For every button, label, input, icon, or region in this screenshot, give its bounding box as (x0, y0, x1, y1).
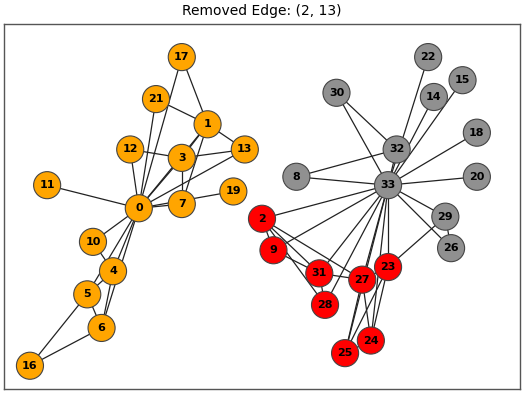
Point (229, 188, 237, 195)
Point (126, 146, 135, 152)
Point (97, 325, 106, 331)
Point (178, 54, 186, 60)
Text: 21: 21 (148, 94, 164, 104)
Point (135, 205, 143, 211)
Point (43, 182, 51, 188)
Text: 0: 0 (135, 203, 143, 213)
Text: 12: 12 (123, 145, 138, 154)
Point (83, 291, 92, 298)
Text: 25: 25 (337, 348, 353, 358)
Text: 27: 27 (355, 275, 370, 285)
Point (292, 174, 301, 180)
Point (441, 213, 450, 220)
Point (26, 363, 34, 369)
Text: 19: 19 (225, 186, 241, 196)
Point (447, 245, 455, 251)
Text: 3: 3 (178, 153, 185, 163)
Text: 17: 17 (174, 52, 190, 62)
Point (332, 90, 341, 96)
Text: 6: 6 (97, 323, 105, 333)
Text: 20: 20 (469, 172, 485, 182)
Point (178, 155, 186, 161)
Point (458, 77, 467, 83)
Point (358, 277, 366, 283)
Text: 23: 23 (380, 262, 396, 272)
Point (241, 146, 249, 152)
Title: Removed Edge: (2, 13): Removed Edge: (2, 13) (182, 4, 342, 18)
Text: 26: 26 (443, 243, 459, 253)
Point (367, 338, 375, 344)
Text: 29: 29 (438, 212, 453, 222)
Text: 32: 32 (389, 145, 405, 154)
Text: 16: 16 (22, 361, 38, 371)
Text: 22: 22 (420, 52, 436, 62)
Point (258, 216, 266, 222)
Point (321, 302, 329, 308)
Point (203, 121, 212, 127)
Point (384, 264, 392, 270)
Point (341, 350, 350, 356)
Point (269, 247, 278, 253)
Point (89, 239, 97, 245)
Point (424, 54, 432, 60)
Text: 14: 14 (426, 92, 442, 102)
Text: 11: 11 (39, 180, 55, 190)
Text: 8: 8 (292, 172, 300, 182)
Point (152, 96, 160, 102)
Text: 18: 18 (469, 128, 485, 138)
Text: 15: 15 (455, 75, 470, 85)
Text: 30: 30 (329, 88, 344, 98)
Point (384, 182, 392, 188)
Point (109, 268, 117, 274)
Text: 13: 13 (237, 145, 253, 154)
Text: 5: 5 (83, 289, 91, 299)
Point (430, 94, 438, 100)
Text: 7: 7 (178, 199, 185, 209)
Text: 33: 33 (380, 180, 396, 190)
Text: 28: 28 (317, 300, 333, 310)
Text: 1: 1 (204, 119, 212, 129)
Point (315, 270, 323, 277)
Text: 10: 10 (85, 237, 101, 247)
Point (473, 174, 481, 180)
Point (178, 201, 186, 207)
Point (392, 146, 401, 152)
Text: 2: 2 (258, 214, 266, 224)
Point (473, 130, 481, 136)
Text: 31: 31 (312, 268, 327, 278)
Text: 4: 4 (109, 266, 117, 276)
Text: 24: 24 (363, 336, 379, 345)
Text: 9: 9 (269, 245, 277, 255)
